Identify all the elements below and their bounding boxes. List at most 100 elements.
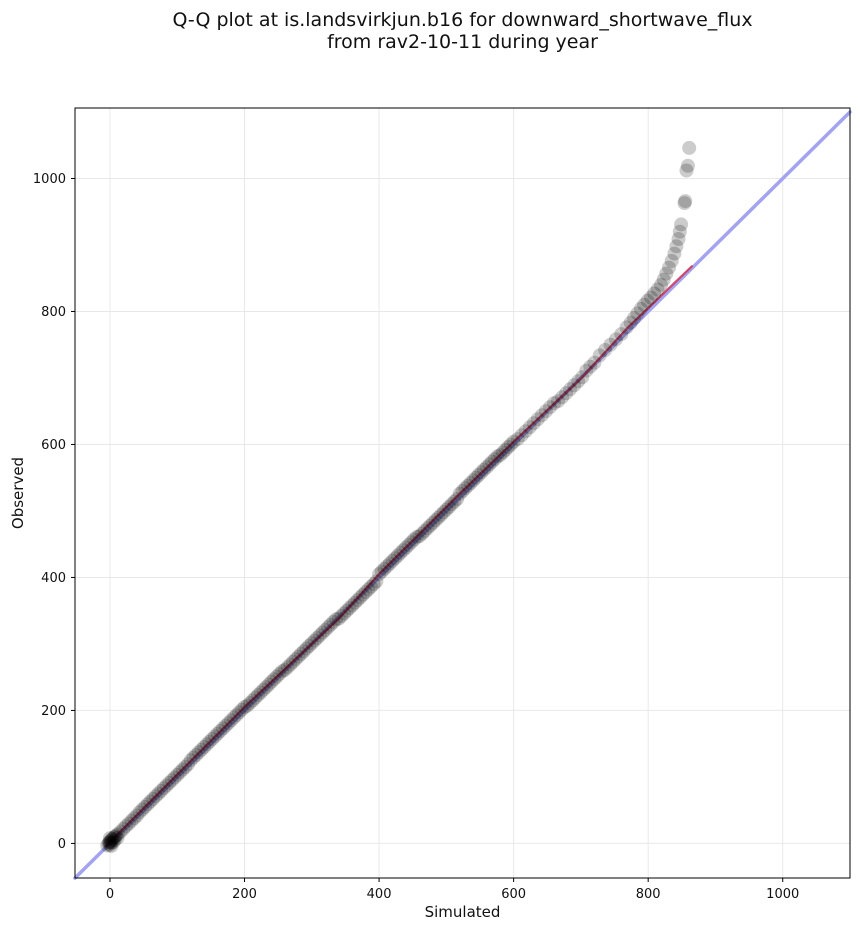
quantile-points-marker — [404, 535, 419, 550]
quantile-points-marker — [409, 529, 424, 544]
quantile-points-marker — [100, 838, 115, 853]
quantile-points-marker — [364, 579, 378, 594]
quantile-points-marker — [291, 649, 306, 664]
quantile-points-marker — [487, 452, 502, 467]
quantile-points-marker — [101, 836, 116, 851]
quantile-points-marker — [105, 831, 119, 846]
quantile-points-marker — [164, 773, 179, 788]
quantile-points-marker — [189, 748, 204, 762]
quantile-points-marker — [463, 476, 478, 490]
quantile-points-marker — [677, 196, 692, 211]
y-tick-label: 600 — [41, 438, 66, 453]
quantile-points-marker — [469, 470, 483, 485]
quantile-points-marker — [275, 664, 290, 679]
quantile-points-marker — [388, 551, 403, 566]
quantile-points-marker — [296, 644, 311, 659]
y-tick-label: 1000 — [33, 172, 66, 187]
quantile-points-marker — [650, 282, 665, 297]
quantile-points-marker — [121, 816, 136, 831]
quantile-points-marker — [608, 332, 623, 347]
quantile-points-marker — [283, 657, 298, 672]
quantile-points-marker — [682, 140, 697, 155]
quantile-points-marker — [154, 783, 169, 798]
quantile-points-marker — [321, 620, 335, 635]
quantile-points-marker — [493, 448, 508, 463]
quantile-points-marker — [323, 617, 338, 632]
quantile-points-marker — [526, 416, 541, 431]
quantile-points-marker — [175, 762, 190, 777]
quantile-points-marker — [674, 217, 689, 232]
quantile-points-marker — [132, 805, 147, 820]
quantile-points-marker — [312, 628, 327, 643]
quantile-points-marker — [267, 672, 282, 687]
quantile-points-marker — [423, 518, 438, 533]
quantile-points-marker — [107, 830, 121, 845]
quantile-points-marker — [151, 786, 166, 801]
quantile-points-marker — [678, 194, 693, 209]
quantile-points-marker — [522, 420, 537, 435]
quantile-points-marker — [345, 598, 360, 613]
quantile-points-marker — [614, 327, 629, 342]
quantile-points-marker — [506, 434, 521, 449]
quantile-points-marker — [442, 500, 456, 514]
quantile-points-marker — [221, 716, 236, 731]
quantile-points-marker — [399, 540, 413, 555]
quantile-points-marker — [347, 595, 362, 610]
y-tick-label: 200 — [41, 704, 66, 719]
quantile-points-marker — [119, 819, 134, 834]
quantile-points-marker — [172, 765, 187, 780]
quantile-points-marker — [318, 623, 333, 637]
quantile-points-marker — [277, 662, 292, 677]
quantile-points-marker — [183, 753, 198, 768]
quantile-points-marker — [514, 428, 529, 443]
quantile-points-marker — [471, 468, 486, 482]
quantile-points-marker — [498, 442, 513, 457]
quantile-points-marker — [450, 492, 465, 506]
quantile-points-marker — [138, 799, 152, 814]
quantile-points-marker — [102, 835, 117, 850]
quantile-points-marker — [603, 337, 618, 352]
quantile-points-marker — [326, 615, 341, 629]
chart-title-line2: from rav2-10-11 during year — [327, 31, 598, 53]
quantile-points-marker — [242, 696, 257, 711]
quantile-points-marker — [202, 734, 217, 749]
quantile-points-marker — [431, 510, 446, 525]
quantile-points-marker — [415, 526, 430, 541]
quantile-points-marker — [396, 543, 411, 558]
quantile-points-marker — [186, 750, 201, 765]
quantile-points-marker — [460, 478, 475, 493]
quantile-points-marker — [156, 781, 171, 796]
quantile-points-marker — [447, 494, 462, 509]
quantile-points-marker — [567, 378, 582, 393]
quantile-points-marker — [477, 462, 491, 477]
quantile-points-marker — [135, 802, 150, 817]
quantile-points-marker — [129, 808, 144, 823]
quantile-points-marker — [207, 729, 222, 744]
quantile-points-marker — [428, 513, 443, 528]
quantile-points-marker — [671, 232, 686, 246]
chart-title: Q-Q plot at is.landsvirkjun.b16 for down… — [75, 9, 850, 53]
quantile-points-marker — [401, 537, 416, 552]
quantile-points-marker — [342, 601, 357, 615]
quantile-points-marker — [393, 545, 408, 560]
quantile-points-marker — [299, 641, 314, 656]
quantile-points-marker — [104, 839, 119, 854]
quantile-points-marker — [474, 465, 489, 480]
quantile-points-marker — [191, 745, 206, 760]
quantile-points-marker — [353, 590, 368, 605]
quantile-points-marker — [103, 833, 118, 848]
quantile-points-marker — [503, 437, 518, 452]
quantile-points-marker — [374, 564, 389, 579]
quantile-points-marker — [264, 674, 279, 689]
identity-line — [73, 110, 852, 880]
quantile-points-marker — [127, 811, 142, 826]
quantile-points-marker — [420, 521, 435, 536]
quantile-points-marker — [452, 486, 467, 501]
quantile-points-marker — [518, 424, 533, 439]
quantile-points-marker — [294, 646, 308, 661]
quantile-points-marker — [116, 821, 131, 836]
quantile-points-marker — [390, 548, 405, 563]
quantile-points-marker — [253, 685, 268, 700]
quantile-points-marker — [143, 794, 158, 809]
quantile-points-marker — [575, 370, 590, 385]
